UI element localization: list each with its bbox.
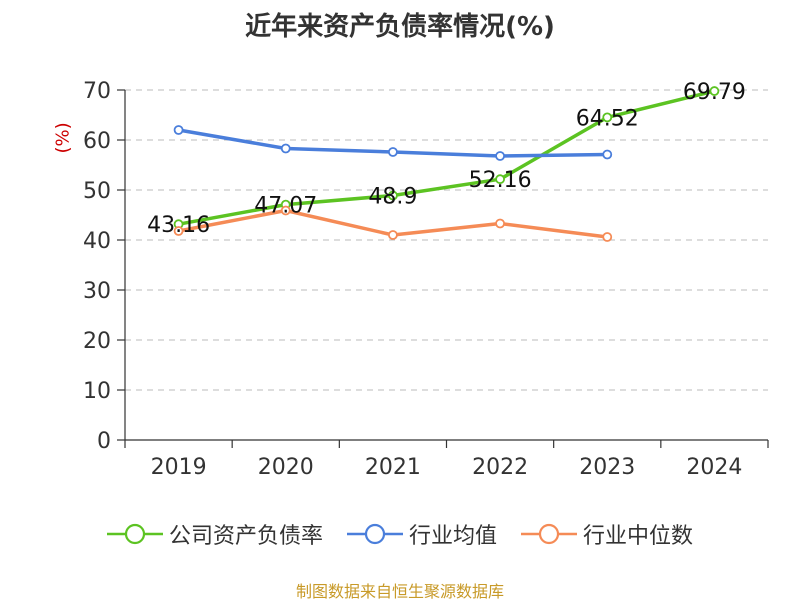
grid-layer: [125, 89, 768, 391]
data-label: 69.79: [683, 80, 746, 105]
legend-item[interactable]: 公司资产负债率: [106, 518, 323, 550]
legend-item[interactable]: 行业中位数: [521, 518, 693, 550]
data-point: [388, 190, 398, 201]
x-tick-label: 2023: [579, 455, 635, 480]
data-point: [602, 232, 613, 242]
legend-label: 行业均值: [408, 524, 497, 549]
label-layer: 43.16 47.07 48.9 52.16 64.52 69.79: [147, 80, 746, 238]
x-tick-label: 2022: [472, 455, 528, 480]
axis-layer: 0 10 20 30 40 50 60 70 2019 2020 2021 2022 2023 2024: [83, 79, 769, 480]
series-line-1: [178, 89, 715, 226]
legend-marker: [124, 523, 146, 545]
data-source: 制图数据来自恒生聚源数据库: [295, 582, 504, 601]
x-tick-label: 2019: [151, 455, 207, 480]
data-point: [602, 112, 613, 123]
legend-label: 行业中位数: [583, 524, 694, 549]
data-label: 47.07: [254, 194, 317, 219]
x-tick-label: 2020: [258, 455, 314, 480]
data-point: [602, 149, 613, 160]
data-label: 43.16: [147, 213, 210, 238]
series-layer: [173, 86, 720, 242]
legend-swatch: [346, 523, 403, 545]
y-tick-label: 40: [83, 229, 111, 254]
data-point: [173, 226, 184, 236]
data-point: [280, 205, 291, 216]
legend-marker: [538, 523, 560, 545]
data-label: 52.16: [469, 168, 532, 193]
chart-title: 近年来资产负债率情况(%): [245, 12, 555, 42]
data-point: [495, 151, 505, 161]
data-point: [388, 230, 398, 240]
data-point: [495, 174, 505, 185]
data-point: [388, 147, 398, 157]
y-tick-label: 50: [83, 179, 111, 204]
data-label: 48.9: [368, 185, 417, 210]
y-tick-label: 60: [83, 129, 111, 154]
legend-item[interactable]: 行业均值: [346, 518, 497, 550]
legend-swatch: [106, 523, 163, 545]
y-tick-label: 0: [97, 429, 111, 454]
x-tick-label: 2021: [365, 455, 421, 480]
data-label: 64.52: [576, 106, 639, 131]
data-point: [280, 143, 291, 154]
y-tick-label: 20: [83, 329, 111, 354]
x-tick-label: 2024: [686, 455, 742, 480]
data-point: [709, 86, 720, 96]
legend-marker: [364, 523, 386, 545]
data-point: [173, 125, 184, 135]
y-tick-label: 10: [83, 379, 111, 404]
y-tick-label: 70: [83, 79, 111, 104]
legend-swatch: [521, 523, 577, 545]
legend: 公司资产负债率 行业均值 行业中位数: [0, 518, 800, 550]
data-point: [495, 218, 505, 229]
y-tick-label: 30: [83, 279, 111, 304]
legend-label: 公司资产负债率: [168, 524, 323, 549]
